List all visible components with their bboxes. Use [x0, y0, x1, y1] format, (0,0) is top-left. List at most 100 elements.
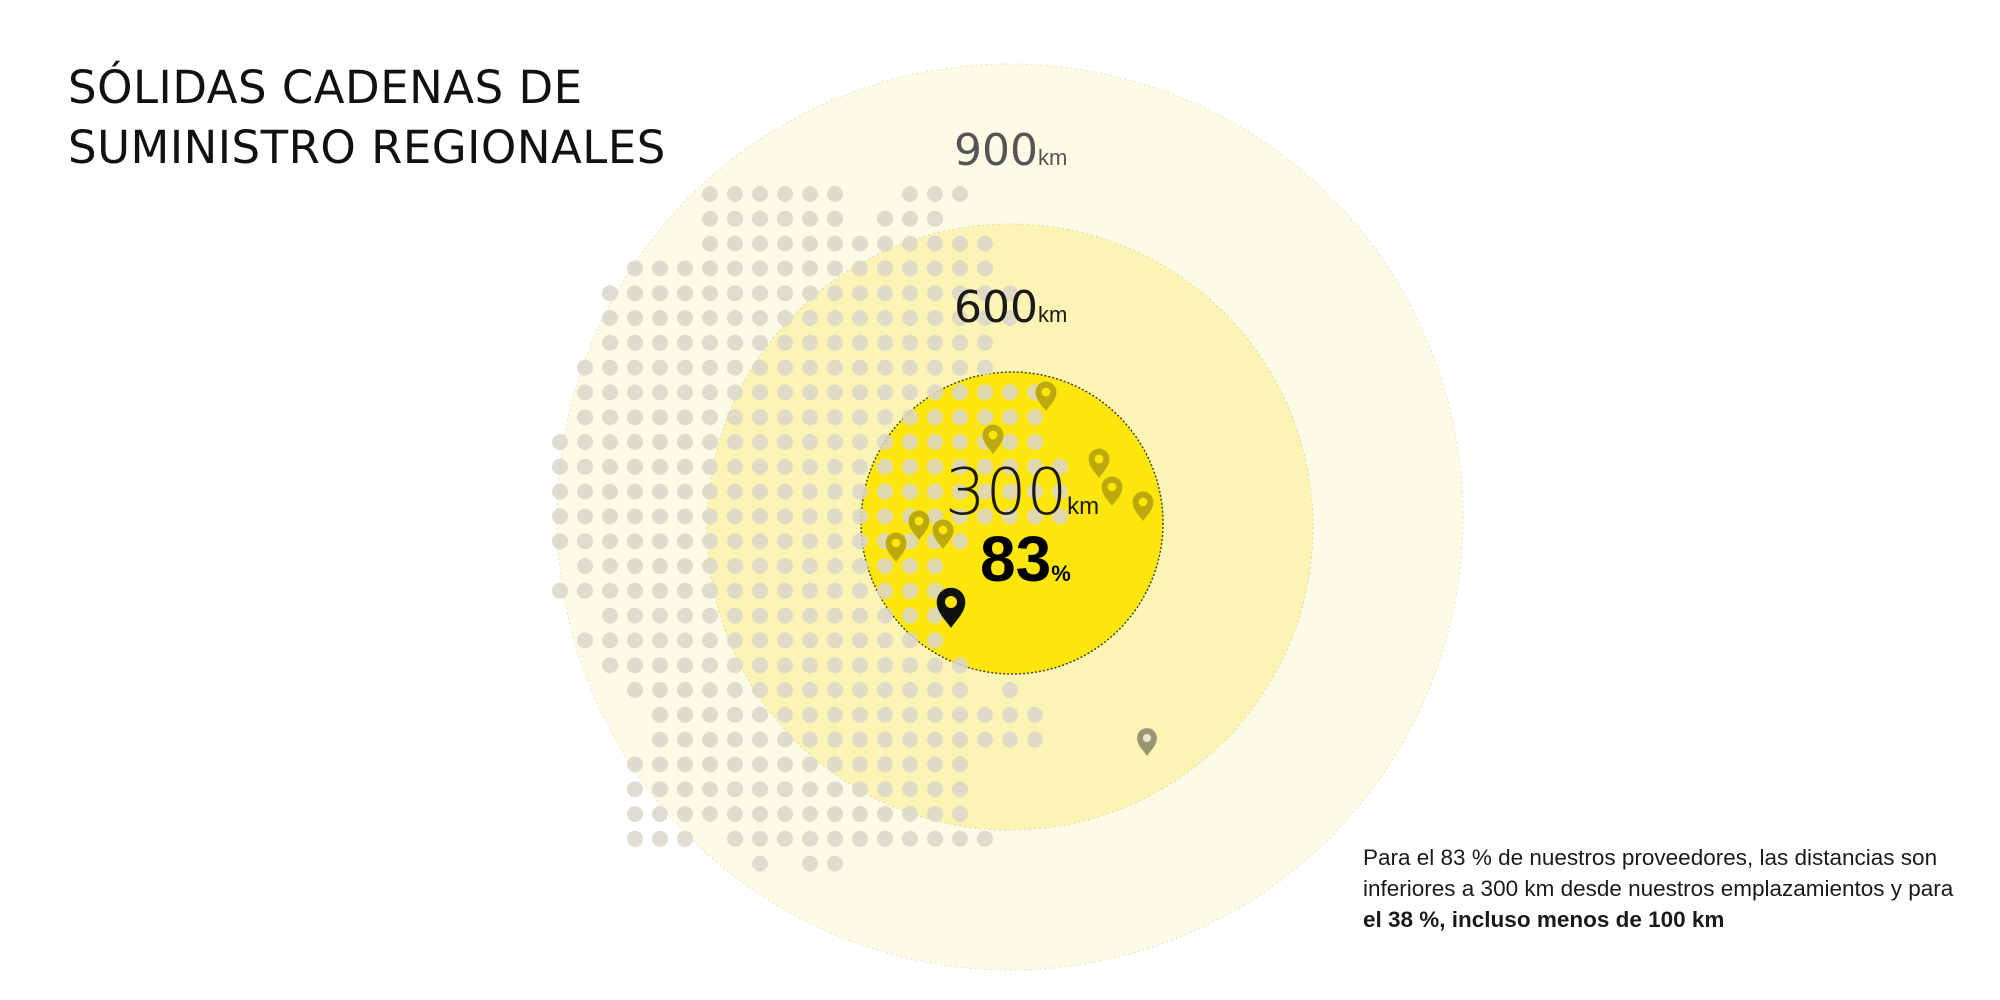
map-dot	[752, 706, 768, 723]
map-dot	[677, 781, 693, 798]
map-dot	[752, 607, 768, 624]
ring-600-value: 600	[954, 282, 1038, 333]
map-dot	[627, 483, 643, 500]
map-dot	[677, 731, 693, 748]
map-dot	[802, 409, 818, 426]
map-dot	[827, 830, 843, 847]
map-dot	[927, 285, 943, 302]
map-dot	[927, 334, 943, 351]
map-dot	[952, 682, 968, 698]
map-dot	[877, 806, 893, 822]
map-dot	[777, 285, 793, 302]
share-value: 83	[980, 523, 1051, 595]
map-dot	[702, 210, 718, 227]
map-dot	[852, 483, 868, 500]
map-dot	[752, 409, 768, 426]
ring-600-unit: km	[1038, 302, 1067, 327]
map-dot	[927, 657, 943, 674]
map-dot	[977, 384, 993, 401]
map-dot	[727, 310, 743, 326]
map-dot	[852, 235, 868, 252]
map-dot	[827, 334, 843, 351]
map-dot	[802, 260, 818, 277]
map-dot	[677, 260, 693, 277]
map-dot	[602, 285, 618, 302]
map-dot	[902, 409, 918, 426]
map-dot	[1027, 706, 1043, 723]
map-dot	[852, 310, 868, 326]
map-dot	[602, 632, 618, 649]
map-dot	[802, 682, 818, 698]
map-dot	[877, 458, 893, 475]
map-dot	[927, 434, 943, 450]
map-dot	[952, 508, 968, 525]
map-dot	[1052, 458, 1068, 475]
caption-bold: el 38 %, incluso menos de 100 km	[1363, 907, 1725, 932]
map-dot	[677, 384, 693, 401]
map-dot	[977, 334, 993, 351]
map-dot	[852, 682, 868, 698]
map-dot	[777, 731, 793, 748]
map-dot	[852, 260, 868, 277]
map-dot	[902, 657, 918, 674]
map-dot	[877, 781, 893, 798]
map-dot	[577, 483, 593, 500]
map-dot	[877, 285, 893, 302]
map-dot	[777, 706, 793, 723]
map-dot	[602, 434, 618, 450]
map-dot	[852, 731, 868, 748]
map-dot	[652, 409, 668, 426]
map-dot	[677, 508, 693, 525]
map-dot	[602, 359, 618, 376]
map-dot	[1002, 285, 1018, 302]
map-dot	[777, 260, 793, 277]
map-dot	[827, 310, 843, 326]
map-dot	[852, 558, 868, 574]
map-dot	[827, 706, 843, 723]
map-dot	[827, 682, 843, 698]
map-dot	[652, 632, 668, 649]
map-dot	[677, 285, 693, 302]
location-pin-icon	[1137, 728, 1157, 756]
map-dot	[727, 706, 743, 723]
map-dot	[927, 731, 943, 748]
map-dot	[902, 359, 918, 376]
map-dot	[777, 830, 793, 847]
map-dot	[827, 384, 843, 401]
map-dot	[802, 731, 818, 748]
map-dot	[977, 731, 993, 748]
map-dot	[752, 384, 768, 401]
map-dot	[777, 458, 793, 475]
map-dot	[677, 756, 693, 773]
map-dot	[877, 731, 893, 748]
map-dot	[802, 533, 818, 550]
map-dot	[852, 706, 868, 723]
map-dot	[877, 260, 893, 277]
map-dot	[677, 310, 693, 326]
map-dot	[677, 682, 693, 698]
map-dot	[727, 260, 743, 277]
map-dot	[827, 632, 843, 649]
map-dot	[877, 508, 893, 525]
map-dot	[777, 359, 793, 376]
map-dot	[802, 384, 818, 401]
map-dot	[927, 806, 943, 822]
map-dot	[852, 458, 868, 475]
map-dot	[777, 210, 793, 227]
map-dot	[627, 310, 643, 326]
map-dot	[702, 607, 718, 624]
map-dot	[602, 458, 618, 475]
map-dot	[802, 210, 818, 227]
map-dot	[727, 756, 743, 773]
map-dot	[802, 632, 818, 649]
map-dot	[877, 830, 893, 847]
map-dot	[802, 285, 818, 302]
map-dot	[927, 384, 943, 401]
map-dot	[652, 756, 668, 773]
map-dot	[727, 781, 743, 798]
map-dot	[927, 830, 943, 847]
map-dot	[627, 285, 643, 302]
map-dot	[702, 409, 718, 426]
map-dot	[827, 607, 843, 624]
map-dot	[802, 458, 818, 475]
